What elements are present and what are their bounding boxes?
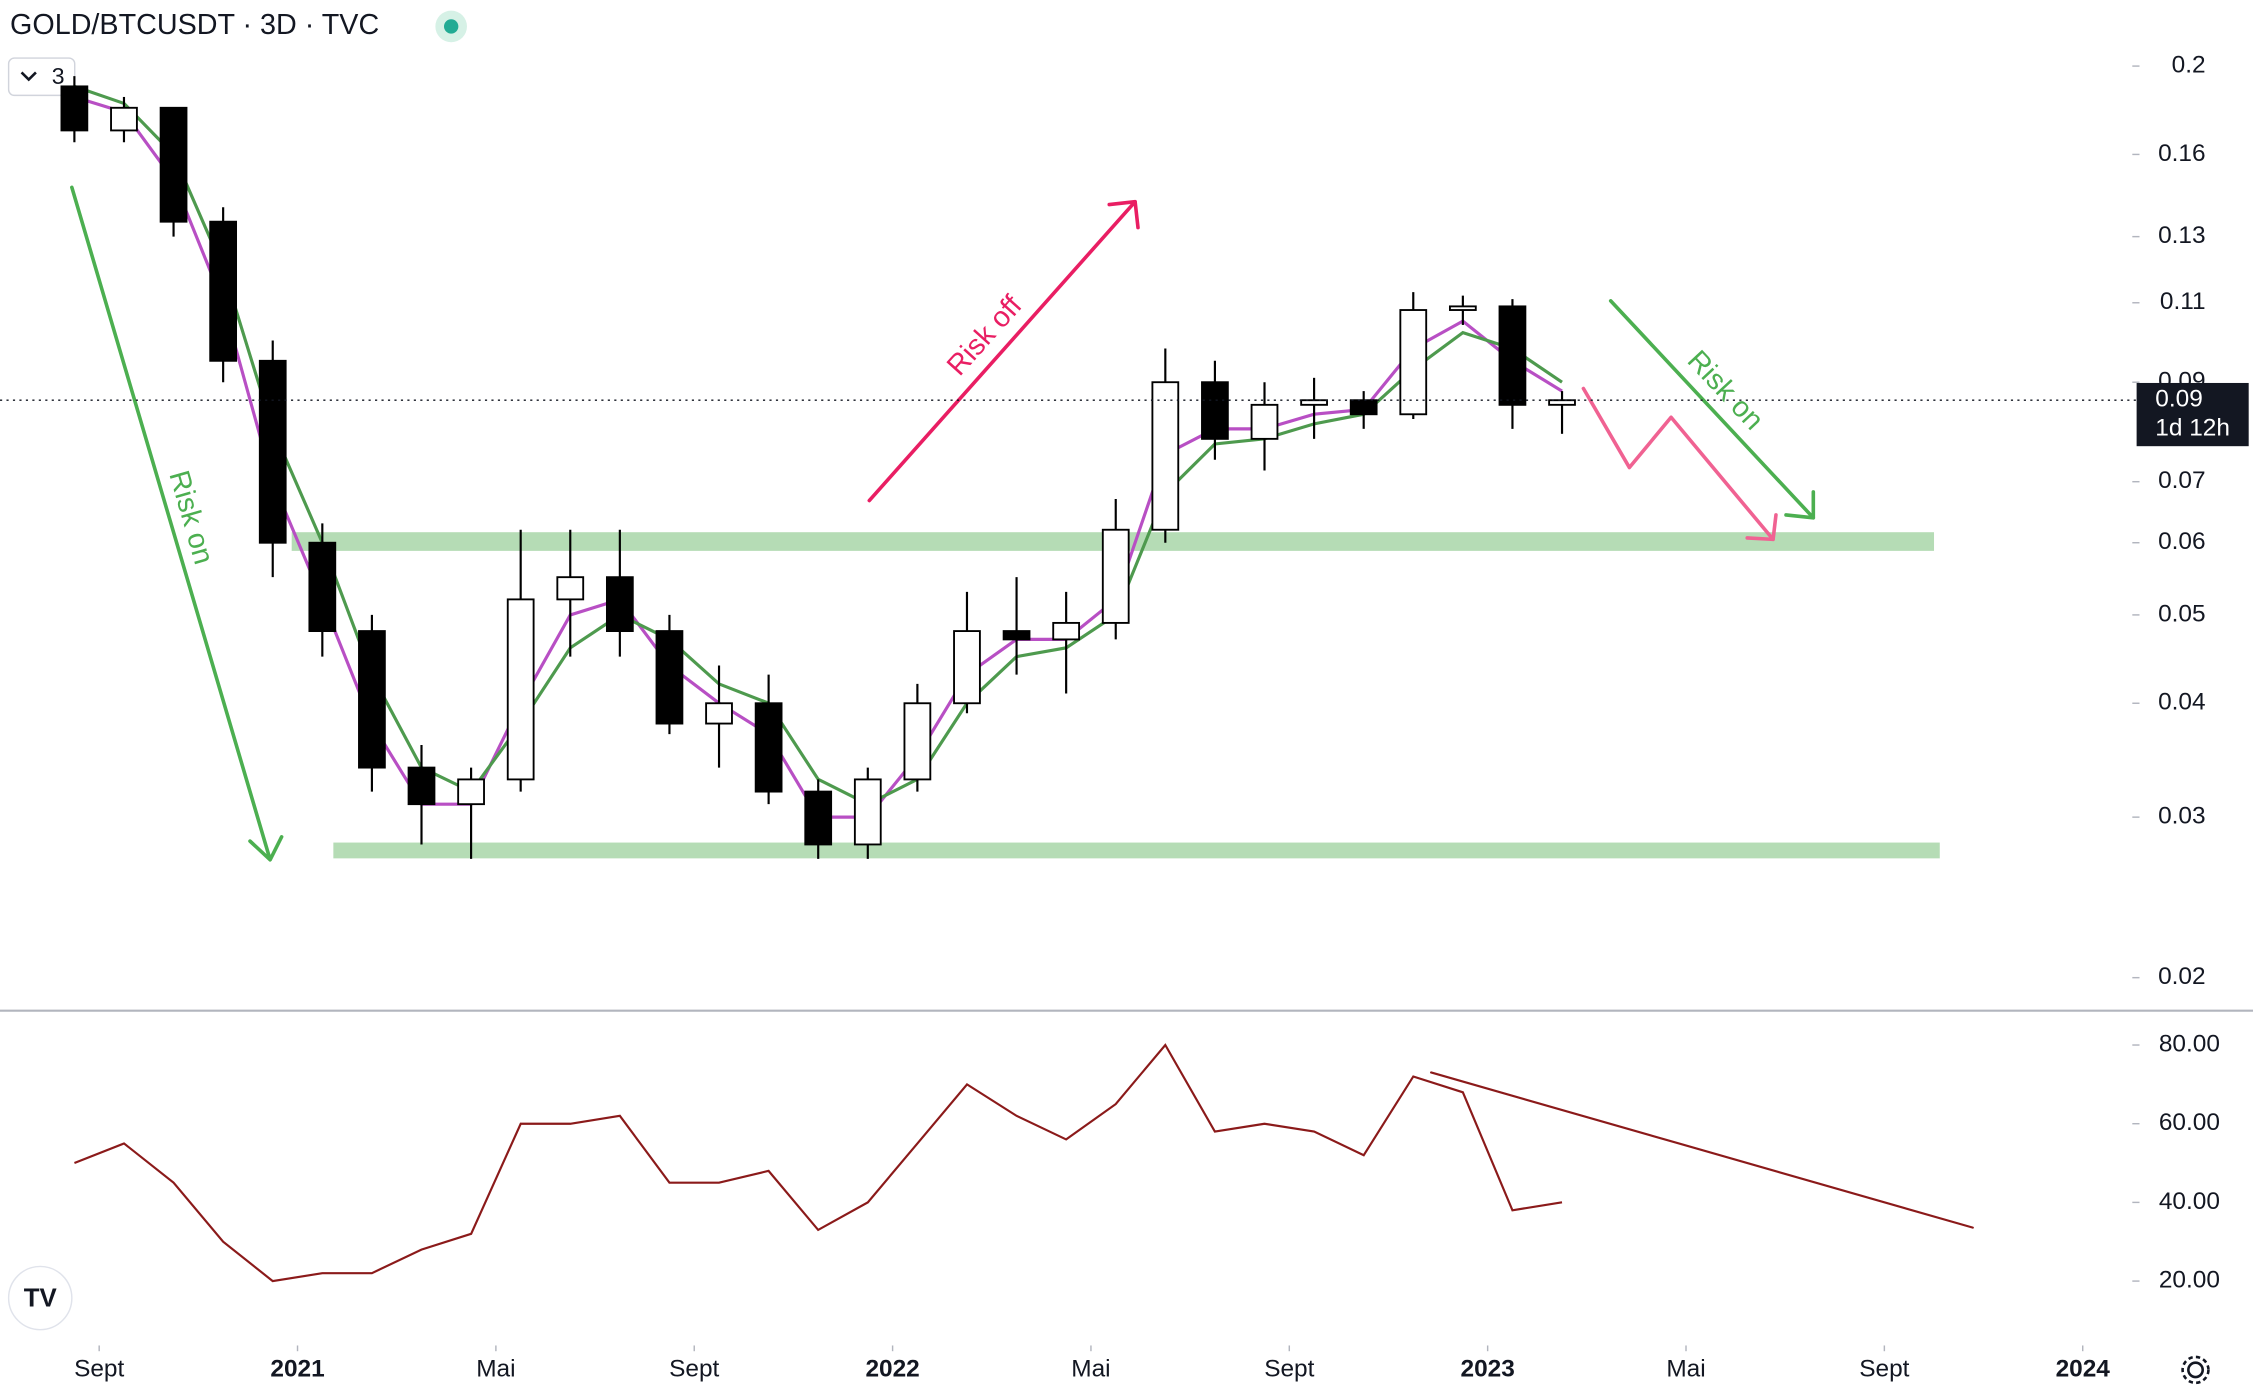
candle-body — [903, 702, 932, 781]
candle-body — [705, 702, 733, 725]
candle-body — [754, 702, 783, 793]
moving-average — [73, 84, 1563, 806]
gear — [2187, 1361, 2205, 1379]
candle-body — [1201, 381, 1229, 440]
y-tick-label: 40.00 — [2159, 1188, 2220, 1215]
y-tick-label: 0.02 — [2158, 963, 2206, 990]
candle-body — [1101, 528, 1130, 624]
chart-title: GOLD/BTCUSDT · 3D · TVC — [10, 9, 379, 41]
x-tick-label: 2023 — [1461, 1355, 1515, 1382]
y-tick-label: 0.13 — [2158, 222, 2206, 249]
y-tick-label: 20.00 — [2159, 1267, 2220, 1294]
price-label-box — [2136, 382, 2249, 447]
candle-body — [1448, 305, 1477, 311]
y-tick-label: 0.11 — [2160, 288, 2206, 315]
candle-body — [1002, 630, 1031, 641]
candle-body — [605, 576, 634, 633]
gear — [2181, 1355, 2210, 1385]
x-tick-label: Mai — [1666, 1355, 1705, 1382]
support-zone — [333, 842, 1940, 859]
y-tick-label: 0.05 — [2158, 600, 2206, 627]
logo[interactable] — [7, 1265, 73, 1331]
chevron — [20, 71, 37, 82]
candle-body — [953, 630, 981, 705]
candle-body — [1250, 403, 1279, 440]
candle-body — [60, 85, 89, 132]
y-tick-label: 60.00 — [2159, 1109, 2220, 1136]
x-tick-label: 2024 — [2056, 1355, 2111, 1382]
candle-body — [1151, 381, 1180, 531]
candle-body — [258, 359, 287, 544]
settings-icon[interactable] — [2181, 1355, 2210, 1385]
x-tick-label: Sept — [1859, 1355, 1909, 1382]
arrow — [1608, 299, 1816, 520]
candle-body — [1399, 309, 1428, 416]
price-label: 0.09 — [2155, 386, 2203, 413]
collapse-label[interactable]: 3 — [52, 63, 65, 89]
moving-average — [73, 95, 1563, 819]
y-tick-label: 0.04 — [2158, 689, 2206, 716]
arrow — [867, 199, 1140, 503]
candle-body — [110, 106, 138, 132]
candle-body — [1052, 621, 1081, 641]
status-dot — [443, 19, 459, 34]
y-tick-label: 80.00 — [2159, 1030, 2220, 1057]
candle-body — [1498, 305, 1527, 406]
candle-body — [506, 598, 535, 781]
x-tick-label: Mai — [1071, 1355, 1110, 1382]
candle-body — [407, 766, 436, 806]
candle-body — [209, 220, 238, 362]
drawings — [70, 185, 1974, 1229]
x-tick-label: Sept — [1264, 1355, 1314, 1382]
countdown: 1d 12h — [2155, 414, 2230, 441]
x-tick-label: Sept — [74, 1355, 124, 1382]
y-tick-label: 0.2 — [2172, 52, 2206, 79]
x-tick-label: Sept — [669, 1355, 719, 1382]
logo-mark: TV — [24, 1284, 58, 1312]
rsi-line — [74, 1043, 1563, 1283]
candle-body — [655, 630, 684, 725]
candle-body — [1548, 399, 1576, 406]
y-tick-label: 0.16 — [2158, 140, 2206, 167]
x-tick-label: 2022 — [865, 1355, 919, 1382]
trend-line — [1430, 1071, 1974, 1229]
x-tick-label: Mai — [476, 1355, 515, 1382]
candle-body — [804, 790, 833, 846]
candle-body — [1349, 399, 1378, 416]
candle-body — [159, 106, 188, 223]
arrow — [70, 185, 284, 862]
candle-body — [358, 630, 386, 769]
candle-body — [457, 778, 485, 806]
candle-body — [308, 541, 337, 633]
candle-body — [853, 778, 882, 846]
y-tick-label: 0.06 — [2158, 528, 2206, 555]
x-tick-label: 2021 — [270, 1355, 324, 1382]
y-tick-label: 0.07 — [2158, 467, 2206, 494]
y-tick-label: 0.03 — [2158, 803, 2206, 830]
arrow — [1581, 386, 1778, 542]
candle-body — [556, 576, 585, 601]
